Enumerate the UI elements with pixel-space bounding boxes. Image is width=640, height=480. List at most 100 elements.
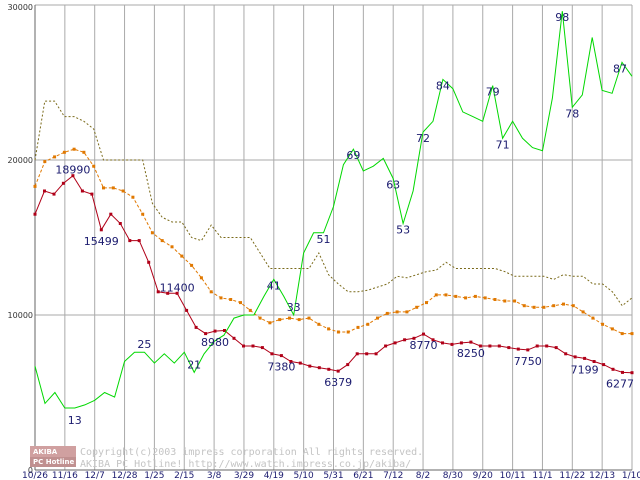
data-point (503, 299, 507, 303)
data-point (425, 301, 428, 305)
x-tick-label: 3/8 (207, 471, 222, 480)
data-label: 21 (187, 358, 201, 371)
data-point (278, 318, 282, 322)
data-point (194, 325, 198, 329)
data-label: 11400 (160, 281, 195, 294)
axes: 0 10000 20000 30000 10/26 11/16 12/7 12/28 1/25 2… (8, 3, 640, 480)
data-point (43, 160, 47, 164)
data-point (170, 245, 174, 249)
data-point (190, 263, 194, 267)
data-point (80, 189, 84, 193)
data-point (288, 316, 291, 320)
data-point (121, 189, 125, 193)
data-point (336, 369, 340, 373)
data-point (469, 340, 473, 344)
data-point (532, 305, 536, 309)
data-label: 7199 (571, 363, 599, 376)
x-tick-label: 11/1 (532, 471, 552, 480)
data-point (268, 321, 272, 325)
data-label: 7750 (514, 355, 542, 368)
data-label: 71 (496, 138, 510, 151)
data-label: 63 (386, 179, 400, 192)
series-2 (33, 174, 634, 375)
data-label: 18990 (55, 164, 90, 177)
y-tick-label: 0 (28, 466, 33, 475)
data-point (573, 355, 577, 359)
data-point (581, 310, 585, 314)
data-point (336, 330, 340, 334)
data-label: 13 (68, 414, 82, 427)
data-point (488, 344, 492, 348)
data-point (99, 228, 103, 232)
data-point (493, 298, 497, 301)
data-point (516, 347, 520, 351)
x-tick-label: 10/26 (22, 471, 48, 480)
data-point (610, 327, 614, 331)
data-point (61, 181, 65, 185)
data-point (478, 344, 482, 348)
data-point (591, 316, 595, 320)
data-label: 72 (416, 132, 430, 145)
data-point (483, 296, 487, 300)
x-tick-label: 11/22 (559, 471, 585, 480)
data-label: 33 (287, 301, 301, 314)
data-point (289, 360, 293, 363)
x-tick-label: 4/19 (264, 471, 284, 480)
data-point (175, 291, 179, 295)
x-tick-label: 6/21 (353, 471, 373, 480)
data-point (562, 302, 565, 306)
y-tick-label: 10000 (8, 311, 33, 320)
data-point (630, 332, 634, 336)
data-point (307, 316, 311, 320)
data-point (229, 298, 233, 301)
data-label: 25 (137, 338, 151, 351)
series-line (34, 11, 633, 409)
data-point (239, 301, 242, 305)
y-tick-label: 30000 (8, 3, 33, 12)
data-point (92, 164, 96, 168)
x-tick-label: 12/13 (589, 471, 615, 480)
data-label: 8770 (410, 339, 438, 352)
data-point (620, 332, 624, 336)
data-point (251, 344, 255, 348)
data-point (156, 290, 160, 294)
data-point (213, 329, 217, 333)
data-point (552, 304, 556, 308)
site-url-line: AKIBA PC Hotline! http://www.watch.impre… (80, 459, 411, 470)
x-tick-label: 10/11 (500, 471, 526, 480)
data-label: 15499 (84, 235, 119, 248)
data-point (52, 192, 56, 196)
data-point (454, 294, 458, 298)
data-point (219, 296, 223, 300)
x-tick-label: 1/25 (144, 471, 164, 480)
data-label: 79 (486, 86, 500, 99)
data-point (522, 304, 526, 308)
data-point (393, 341, 397, 345)
data-point (621, 370, 624, 374)
data-point (160, 239, 164, 243)
data-point (258, 316, 262, 320)
watermark: AKIBA PC Hotline Copyright(c)2003 impres… (30, 446, 423, 470)
data-label: 87 (613, 62, 627, 75)
data-point (355, 352, 359, 356)
data-point (507, 346, 511, 350)
data-point (356, 325, 360, 329)
x-tick-label: 12/28 (112, 471, 138, 480)
data-point (317, 322, 321, 326)
data-point (535, 344, 539, 348)
data-label: 69 (346, 149, 360, 162)
data-point (513, 299, 517, 303)
data-point (199, 276, 203, 280)
data-point (141, 212, 145, 216)
data-point (111, 186, 115, 190)
data-point (422, 332, 425, 336)
data-point (147, 260, 151, 264)
data-point (82, 150, 86, 154)
data-label: 7380 (267, 361, 295, 374)
data-point (611, 367, 615, 371)
data-point (459, 341, 463, 345)
series-layer (33, 11, 634, 409)
data-point (601, 322, 605, 326)
data-label: 98 (555, 11, 569, 24)
